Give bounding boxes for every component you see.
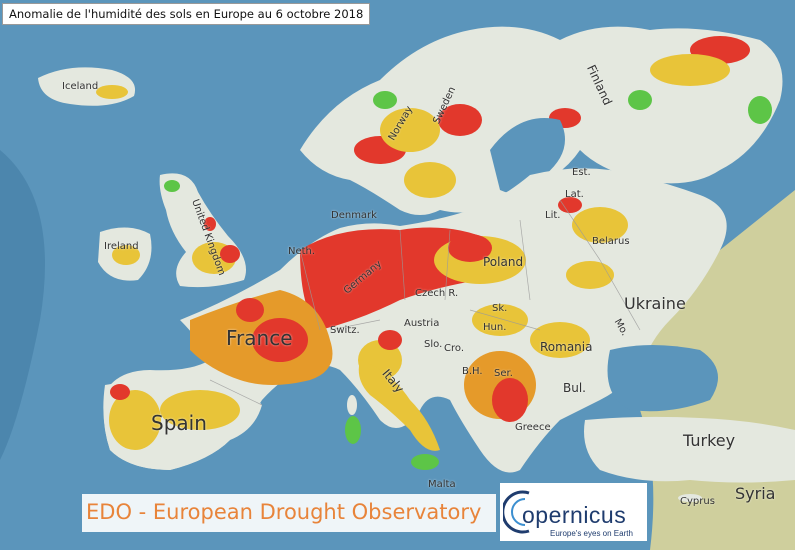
map-title: Anomalie de l'humidité des sols en Europ… [2, 3, 371, 25]
label-switz: Switz. [330, 325, 360, 336]
zone-scotland-wet [164, 180, 180, 192]
zone-north-wet [748, 96, 772, 124]
zone-lapland-dry [650, 54, 730, 86]
baltic-sea [490, 118, 565, 193]
zone-iberia-verydry [110, 384, 130, 400]
landmass-anatolia [584, 416, 795, 483]
landmass-italy [358, 360, 440, 451]
label-belarus: Belarus [592, 236, 630, 247]
zone-norway-wet [373, 91, 397, 109]
label-slo: Slo. [424, 339, 443, 350]
zone-baltic-verydry [558, 197, 582, 213]
label-turkey: Turkey [683, 431, 736, 450]
label-est: Est. [572, 167, 591, 178]
landmass-continent [103, 168, 727, 473]
landmass-cyprus [678, 494, 702, 502]
label-spain: Spain [151, 411, 207, 435]
copernicus-tagline: Europe's eyes on Earth [550, 529, 633, 538]
edo-banner [82, 494, 496, 532]
label-czech: Czech R. [415, 288, 459, 299]
zone-iceland-dry [96, 85, 128, 99]
zone-sweden-verydry [438, 104, 482, 136]
zone-norway-dry [380, 108, 440, 152]
copernicus-c-icon [503, 490, 530, 534]
borders [209, 199, 641, 406]
zone-uk-verydry [220, 245, 240, 263]
zone-hungary-dry [472, 304, 528, 336]
label-hun: Hun. [483, 322, 507, 333]
label-ser: Ser. [494, 368, 513, 379]
label-neth: Neth. [288, 246, 316, 257]
landmass-sardinia [345, 416, 361, 444]
zone-finland-wet [628, 90, 652, 110]
label-lat: Lat. [565, 189, 584, 200]
zone-iberia-dry [109, 390, 161, 450]
label-syria: Syria [735, 484, 776, 503]
landmass-sicily [411, 454, 439, 470]
label-greece: Greece [515, 422, 551, 433]
label-romania: Romania [540, 340, 593, 354]
label-cyprus: Cyprus [680, 496, 715, 507]
label-denmark: Denmark [331, 210, 377, 221]
zone-baltic-dry [572, 207, 628, 243]
zone-iberia-dry-2 [160, 390, 240, 430]
zone-sweden-dry [404, 162, 456, 198]
label-bul: Bul. [563, 381, 586, 395]
zone-ireland-dry [112, 245, 140, 265]
zone-france-verydry-2 [236, 298, 264, 322]
label-cro: Cro. [444, 343, 464, 354]
label-austria: Austria [404, 318, 440, 329]
label-malta: Malta [428, 479, 456, 490]
label-lit: Lit. [545, 210, 561, 221]
label-iceland: Iceland [62, 81, 99, 92]
label-bh: B.H. [462, 366, 483, 377]
copernicus-wordmark: opernicus [522, 502, 627, 528]
black-sea [607, 345, 718, 412]
edo-text: EDO - European Drought Observatory [86, 500, 482, 524]
zone-poland-verydry [448, 234, 492, 262]
landmass-corsica [347, 395, 357, 415]
zone-ukraine-dry [566, 261, 614, 289]
label-poland: Poland [483, 255, 524, 269]
zone-france-verydry [252, 318, 308, 362]
zone-balkan-verydry [492, 378, 528, 422]
zone-romania-dry [530, 322, 590, 358]
label-sk: Sk. [492, 303, 508, 314]
label-france: France [226, 326, 293, 350]
deep-sea [0, 150, 45, 460]
zone-italy-verydry [378, 330, 402, 350]
label-ireland: Ireland [104, 241, 139, 252]
label-ukraine: Ukraine [624, 294, 686, 313]
zone-uk-verydry-2 [204, 217, 216, 231]
